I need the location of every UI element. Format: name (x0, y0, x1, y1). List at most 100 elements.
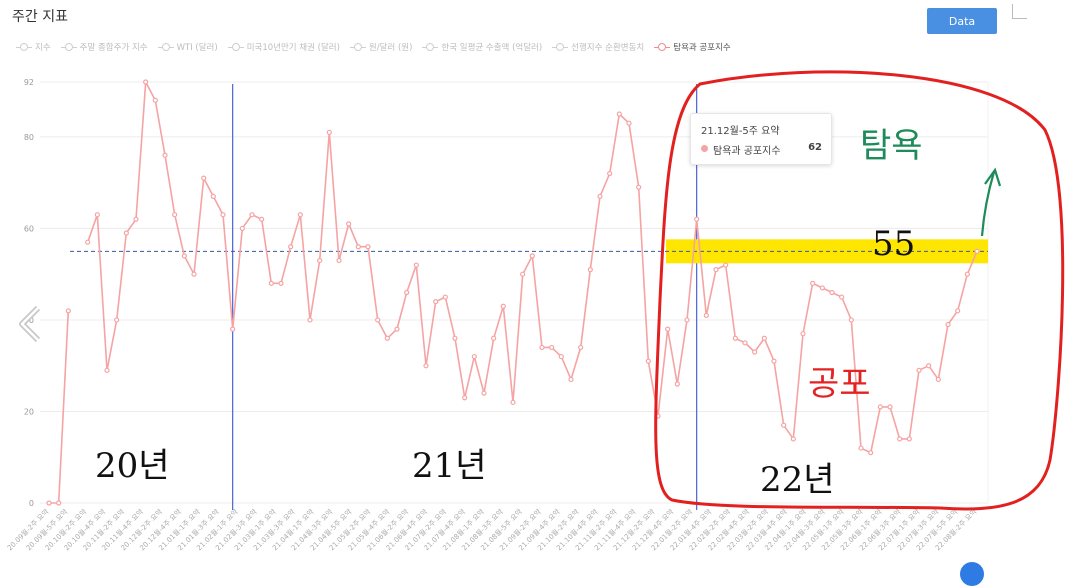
data-point (945, 321, 951, 328)
data-point (665, 326, 671, 332)
tooltip-title: 21.12월-5주 요약 (701, 126, 780, 137)
up-arrow-head (984, 167, 1002, 187)
legend-item[interactable]: 탐욕과 공포지수 (654, 40, 731, 54)
annotation-2020: 20년 (95, 446, 170, 486)
data-point (220, 212, 226, 218)
data-point (346, 221, 352, 227)
data-point (539, 344, 545, 351)
legend-swatch-icon (16, 43, 32, 51)
data-point (694, 216, 700, 222)
scroll-top-button[interactable] (960, 562, 984, 586)
data-point (597, 193, 603, 200)
data-point (752, 349, 758, 355)
data-point (703, 312, 709, 318)
data-point (819, 285, 825, 291)
expand-corner-icon[interactable] (1012, 4, 1027, 19)
legend-swatch-icon (422, 43, 439, 51)
data-point (114, 317, 120, 323)
data-point (56, 500, 62, 506)
annotation-greed: 탐욕 (860, 126, 923, 166)
data-point (471, 353, 477, 360)
circled-region (654, 70, 1065, 511)
series-line (49, 310, 70, 504)
data-point (713, 267, 719, 273)
data-point (394, 326, 400, 332)
data-point (790, 436, 796, 442)
data-point (172, 212, 178, 218)
up-arrow-shaft (980, 171, 996, 237)
data-point (317, 257, 323, 264)
data-point (616, 111, 622, 117)
data-point (326, 129, 332, 135)
data-point (549, 344, 555, 351)
annotation-2022: 22년 (760, 460, 835, 500)
y-tick-label: 0 (29, 499, 34, 508)
data-point (307, 317, 313, 323)
data-point (906, 436, 912, 442)
data-point (732, 335, 738, 341)
data-point (935, 376, 941, 383)
data-point (887, 404, 893, 410)
legend-label: 주말 종합주가 지수 (79, 43, 148, 53)
data-point (210, 193, 216, 200)
data-point (278, 280, 284, 286)
grid-lines (40, 81, 989, 504)
data-point (191, 271, 197, 277)
data-point (897, 436, 903, 442)
y-tick-label: 80 (24, 133, 34, 142)
data-point (481, 390, 487, 396)
data-point (336, 257, 342, 264)
data-point (375, 317, 381, 323)
data-point (964, 271, 970, 277)
data-point (626, 120, 632, 126)
legend-label: 한국 일평균 수출액 (억달러) (441, 43, 543, 53)
legend-item[interactable]: 선행지수 순환변동치 (552, 40, 644, 54)
data-point (491, 335, 497, 341)
legend-label: WTI (달러) (176, 43, 218, 53)
legend-label: 미국10년만기 채권 (달러) (246, 43, 340, 53)
data-button[interactable]: Data (927, 8, 997, 34)
legend-swatch-icon (157, 43, 174, 51)
data-point (848, 317, 854, 323)
data-point (162, 152, 168, 158)
data-point (249, 212, 255, 218)
data-point (607, 170, 613, 177)
legend-item[interactable]: 한국 일평균 수출액 (억달러) (422, 40, 542, 54)
legend-label: 탐욕과 공포지수 (673, 43, 731, 53)
data-point (955, 308, 961, 314)
previous-arrow-icon[interactable] (16, 302, 46, 346)
data-point (384, 335, 390, 341)
legend-item[interactable]: 원/달러 (원) (349, 40, 412, 54)
data-point (636, 184, 642, 190)
data-point (143, 79, 149, 85)
tooltip-value: 62 (808, 142, 822, 153)
data-point (510, 399, 516, 405)
data-point (452, 335, 458, 341)
legend-swatch-icon (349, 43, 366, 51)
legend-item[interactable]: WTI (달러) (157, 40, 218, 54)
data-point (742, 340, 748, 346)
data-point (230, 326, 236, 332)
legend-swatch-icon (552, 43, 569, 51)
legend-item[interactable]: 미국10년만기 채권 (달러) (227, 40, 340, 54)
tooltip-series-dot (701, 145, 708, 152)
data-point (868, 450, 874, 456)
legend-item[interactable]: 주말 종합주가 지수 (60, 40, 148, 54)
data-point (181, 253, 187, 259)
data-point (800, 331, 806, 337)
legend-item[interactable]: 지수 (16, 40, 51, 54)
data-point (259, 216, 265, 222)
data-point (104, 367, 110, 373)
annotation-2021: 21년 (412, 446, 487, 486)
data-point (858, 445, 864, 451)
chart-tooltip: 21.12월-5주 요약 탐욕과 공포지수 62 (690, 113, 832, 165)
legend-swatch-icon (227, 43, 244, 51)
data-point (684, 317, 690, 323)
data-point (152, 97, 158, 103)
data-point (65, 308, 71, 314)
data-point (529, 253, 535, 259)
data-point (916, 367, 922, 373)
